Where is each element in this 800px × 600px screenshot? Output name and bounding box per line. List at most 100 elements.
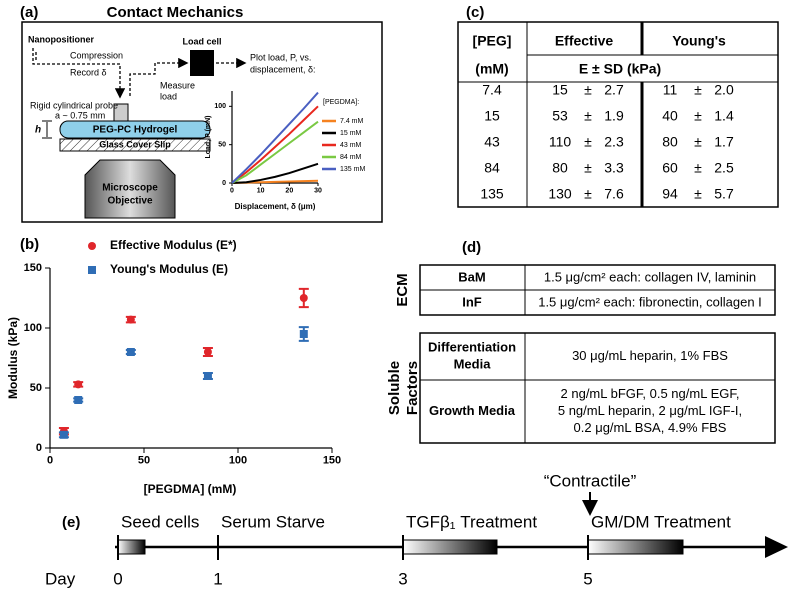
x-tick-label: 0: [47, 455, 53, 467]
row-group-label: ECM: [394, 273, 411, 306]
factor-text: 2 ng/mL bFGF, 0.5 ng/mL EGF,: [561, 386, 740, 401]
table-cell: 1.4: [714, 108, 734, 124]
stage-bar: [117, 539, 146, 555]
stage-label: Serum Starve: [221, 512, 325, 531]
legend-entry: Young's Modulus (E): [110, 262, 228, 276]
factor-text: 5 ng/mL heparin, 2 μg/mL IGF-I,: [558, 403, 742, 418]
ecm-name: InF: [462, 294, 482, 309]
series-line: [231, 162, 319, 184]
timeline-marker: “Contractile”: [544, 471, 637, 490]
row-group-label: Soluble: [386, 361, 403, 415]
table-header: Young's: [672, 33, 726, 49]
table-cell: 110: [549, 134, 572, 150]
y-tick-label: 50: [30, 382, 42, 394]
y-tick-label: 50: [218, 142, 226, 149]
day-label: 0: [113, 569, 122, 588]
label: a ~ 0.75 mm: [55, 110, 105, 120]
table-cell: 3.3: [604, 160, 624, 176]
label: Record δ: [70, 67, 107, 77]
day-label: 1: [213, 569, 222, 588]
label: Glass Cover Slip: [99, 139, 171, 149]
table-cell: 2.5: [714, 160, 734, 176]
point: [74, 396, 83, 404]
factor-text: 30 μg/mL heparin, 1% FBS: [572, 348, 728, 363]
y-tick-label: 100: [24, 322, 42, 334]
table-cell: 130: [548, 186, 572, 202]
table-header: [PEG]: [473, 33, 512, 49]
label: PEG-PC Hydrogel: [93, 125, 178, 136]
y-tick-label: 0: [222, 180, 226, 187]
table-cell: 94: [662, 186, 678, 202]
legend-entry: 15 mM: [340, 130, 362, 137]
table-cell: ±: [584, 108, 592, 124]
timeline-arrow: [765, 536, 788, 558]
table-cell: 40: [662, 108, 678, 124]
table-cell: 2.3: [604, 134, 624, 150]
legend-entry: 7.4 mM: [340, 118, 364, 125]
factor-name: Differentiation: [428, 339, 516, 354]
stage-label: TGFβ₁ Treatment: [406, 512, 537, 531]
table-cell: ±: [584, 82, 592, 98]
y-tick-label: 100: [214, 103, 226, 110]
table-cell: 43: [484, 134, 500, 150]
table-cell: 15: [552, 82, 568, 98]
load-cell: [190, 50, 214, 76]
table-cell: 15: [484, 108, 500, 124]
label: load: [160, 91, 177, 101]
table-cell: 80: [662, 134, 678, 150]
table-header: Effective: [555, 33, 614, 49]
table-cell: ±: [694, 82, 702, 98]
panel-border: [21, 21, 383, 223]
point: [203, 348, 212, 356]
panel-label: (b): [20, 236, 39, 253]
factor-name: Media: [454, 356, 492, 371]
label: Nanopositioner: [28, 34, 94, 44]
table-cell: 60: [662, 160, 678, 176]
y-tick-label: 150: [24, 262, 42, 274]
legend-title: [PEGDMA]:: [323, 99, 359, 106]
x-tick-label: 150: [323, 455, 341, 467]
cover-slip: [59, 138, 211, 152]
label: Measure: [160, 80, 195, 90]
table-cell: 7.4: [482, 82, 502, 98]
factor-text: 0.2 μg/mL BSA, 4.9% FBS: [574, 420, 727, 435]
point: [74, 380, 83, 389]
legend-marker: [88, 266, 96, 274]
x-tick-label: 0: [230, 188, 234, 195]
day-axis-label: Day: [45, 569, 76, 588]
arrow: [32, 48, 126, 99]
ecm-text: 1.5 μg/cm² each: fibronectin, collagen I: [538, 294, 762, 309]
legend-entry: 135 mM: [340, 166, 365, 173]
table-cell: ±: [694, 108, 702, 124]
panel-label: (e): [62, 514, 80, 531]
row-group-label: Factors: [404, 361, 421, 415]
table-cell: 53: [552, 108, 568, 124]
label: Load cell: [182, 36, 221, 46]
label: Compression: [70, 50, 123, 60]
point: [203, 372, 212, 380]
table-cell: ±: [584, 160, 592, 176]
table-cell: 2.0: [714, 82, 734, 98]
point: [126, 348, 135, 356]
table-cell: 84: [484, 160, 500, 176]
x-tick-label: 50: [138, 455, 150, 467]
point: [59, 430, 68, 439]
stage-label: Seed cells: [121, 512, 199, 531]
panel-label: (a): [20, 4, 38, 21]
panel-label: (c): [466, 4, 484, 21]
y-axis-label: Modulus (kPa): [6, 317, 20, 399]
factors-box: [419, 332, 776, 444]
series-line: [231, 105, 319, 184]
x-tick-label: 10: [257, 188, 265, 195]
x-tick-label: 30: [314, 188, 322, 195]
table-cell: 135: [480, 186, 504, 202]
table-cell: ±: [694, 134, 702, 150]
arrow: [129, 57, 189, 96]
table-cell: 1.9: [604, 108, 624, 124]
series-line: [231, 120, 319, 184]
x-tick-label: 100: [229, 455, 247, 467]
legend-entry: Effective Modulus (E*): [110, 238, 237, 252]
objective: [84, 159, 176, 219]
